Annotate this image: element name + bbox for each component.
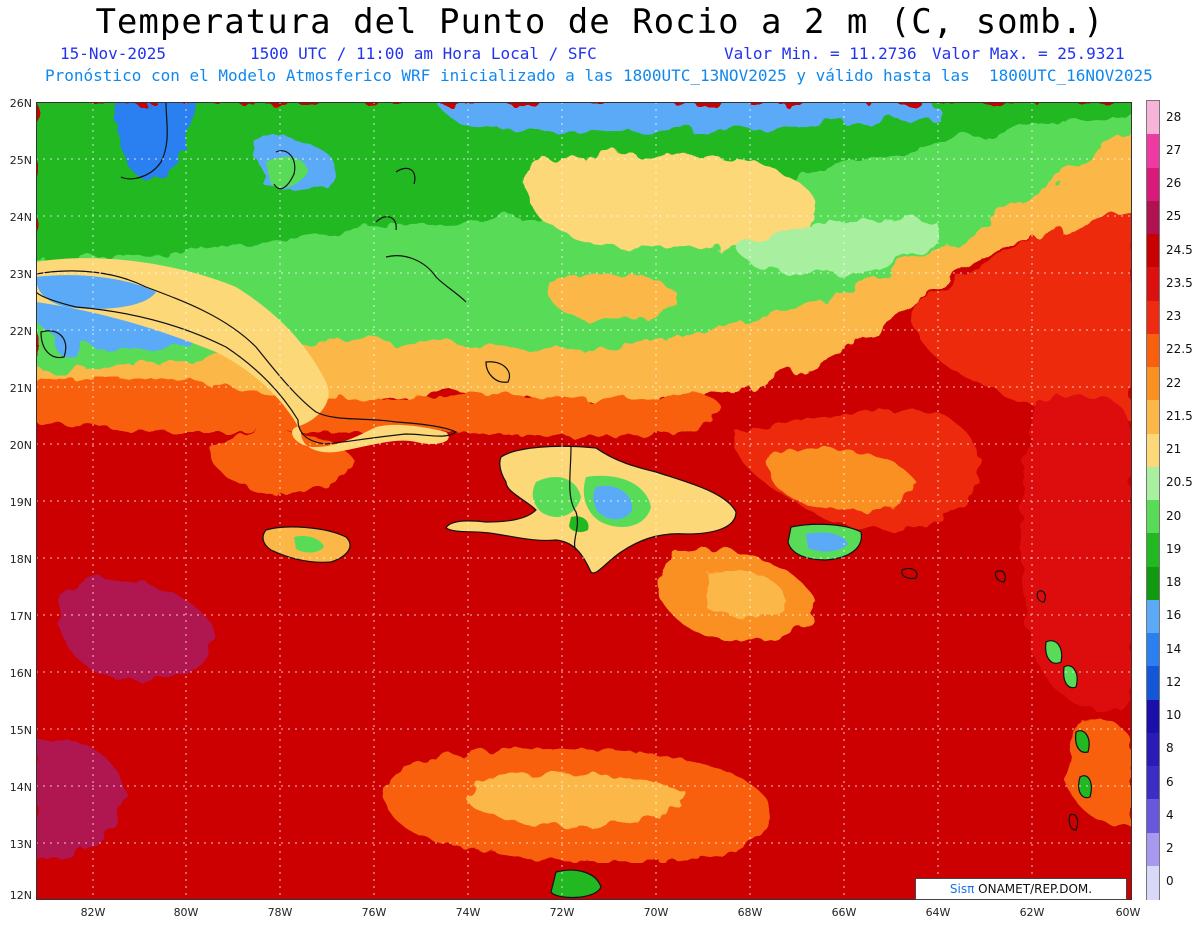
color-scale-label: 12 <box>1166 674 1182 689</box>
credit-brand: Sisπ <box>949 882 975 896</box>
color-scale-swatch <box>1147 766 1159 800</box>
lat-label: 25N <box>9 154 32 167</box>
color-scale-label: 21 <box>1166 442 1182 457</box>
credit-box: Sisπ ONAMET/REP.DOM. <box>915 878 1127 900</box>
color-scale-label: 24.5 <box>1166 242 1193 257</box>
lat-label: 20N <box>9 439 32 452</box>
color-scale-label: 22.5 <box>1166 342 1193 357</box>
color-scale-label: 4 <box>1166 807 1174 822</box>
color-scale-swatch <box>1147 533 1159 567</box>
forecast-time: 1500 UTC / 11:00 am Hora Local / SFC <box>250 44 597 63</box>
color-scale-label: 10 <box>1166 708 1182 723</box>
lon-label: 64W <box>925 906 951 919</box>
color-scale-label: 0 <box>1166 874 1174 889</box>
color-scale-swatch <box>1147 234 1159 268</box>
color-scale-label: 19 <box>1166 541 1182 556</box>
lon-label: 80W <box>173 906 199 919</box>
lon-label: 72W <box>549 906 575 919</box>
color-scale-label: 2 <box>1166 841 1174 856</box>
lon-label: 60W <box>1115 906 1141 919</box>
color-scale-label: 20.5 <box>1166 475 1193 490</box>
lon-label: 70W <box>643 906 669 919</box>
color-scale-label: 25 <box>1166 209 1182 224</box>
valor-max: Valor Max. = 25.9321 <box>932 44 1125 63</box>
color-scale-swatch <box>1147 865 1159 900</box>
lat-label: 13N <box>9 838 32 851</box>
color-scale-swatch <box>1147 333 1159 368</box>
color-scale-swatch <box>1147 799 1159 833</box>
color-scale-swatch <box>1147 699 1159 734</box>
lat-label: 23N <box>9 268 32 281</box>
color-scale-swatch <box>1147 300 1159 335</box>
color-scale-swatch <box>1147 566 1159 601</box>
valor-min: Valor Min. = 11.2736 <box>724 44 917 63</box>
color-scale-swatch <box>1147 267 1159 301</box>
color-scale-label: 16 <box>1166 608 1182 623</box>
lon-label: 74W <box>455 906 481 919</box>
lat-label: 14N <box>9 781 32 794</box>
color-scale-swatch <box>1147 466 1159 501</box>
color-scale-bar <box>1146 100 1160 900</box>
credit-text: ONAMET/REP.DOM. <box>974 882 1093 896</box>
color-scale-label: 6 <box>1166 774 1174 789</box>
color-scale-label: 21.5 <box>1166 408 1193 423</box>
color-scale-swatch <box>1147 832 1159 867</box>
color-scale-swatch <box>1147 167 1159 202</box>
lat-label: 26N <box>9 97 32 110</box>
color-scale-label: 14 <box>1166 641 1182 656</box>
color-scale-swatch <box>1147 134 1159 168</box>
color-scale-label: 22 <box>1166 375 1182 390</box>
coastlines <box>36 102 1092 898</box>
lat-label: 16N <box>9 667 32 680</box>
color-scale-swatch <box>1147 599 1159 634</box>
lon-label: 78W <box>267 906 293 919</box>
lat-label: 24N <box>9 211 32 224</box>
lat-label: 22N <box>9 325 32 338</box>
color-scale-label: 23.5 <box>1166 275 1193 290</box>
color-scale-label: 28 <box>1166 109 1182 124</box>
color-scale-swatch <box>1147 433 1159 468</box>
color-scale-swatch <box>1147 666 1159 700</box>
lat-label: 21N <box>9 382 32 395</box>
dewpoint-map <box>36 102 1132 900</box>
color-scale-swatch <box>1147 500 1159 534</box>
lon-label: 82W <box>80 906 106 919</box>
color-scale-swatch <box>1147 200 1159 235</box>
forecast-date: 15-Nov-2025 <box>60 44 166 63</box>
color-scale-label: 23 <box>1166 309 1182 324</box>
model-info: Pronóstico con el Modelo Atmosferico WRF… <box>45 66 1153 85</box>
gridlines <box>36 102 1132 900</box>
lon-label: 66W <box>831 906 857 919</box>
color-scale-label: 26 <box>1166 176 1182 191</box>
color-scale-label: 18 <box>1166 575 1182 590</box>
color-scale-swatch <box>1147 633 1159 667</box>
color-scale-swatch <box>1147 732 1159 767</box>
color-scale-swatch <box>1147 400 1159 434</box>
lon-label: 62W <box>1019 906 1045 919</box>
lat-label: 19N <box>9 496 32 509</box>
color-scale-swatch <box>1147 367 1159 401</box>
lat-label: 12N <box>9 889 32 902</box>
land-shading <box>36 156 1092 898</box>
lat-label: 15N <box>9 724 32 737</box>
map-title: Temperatura del Punto de Rocio a 2 m (C,… <box>95 2 1105 42</box>
color-scale-label: 20 <box>1166 508 1182 523</box>
color-scale-swatch <box>1147 101 1159 135</box>
lon-label: 76W <box>361 906 387 919</box>
lat-label: 17N <box>9 610 32 623</box>
color-scale-label: 27 <box>1166 142 1182 157</box>
color-scale-label: 8 <box>1166 741 1174 756</box>
lon-label: 68W <box>737 906 763 919</box>
lat-label: 18N <box>9 553 32 566</box>
